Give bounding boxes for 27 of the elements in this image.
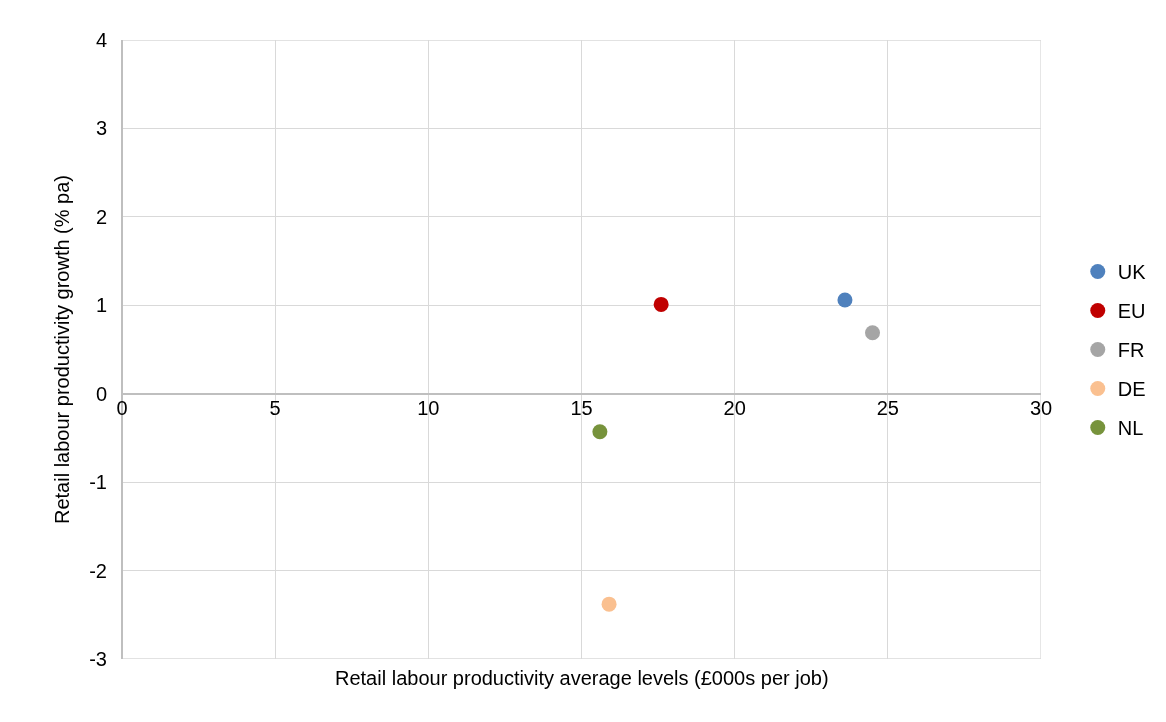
x-tick-label: 30 <box>1029 396 1053 419</box>
x-axis-title: Retail labour productivity average levels (£000s per job) <box>335 667 829 689</box>
x-tick-label: 10 <box>417 396 440 419</box>
point <box>865 325 881 341</box>
y-tick-label: 2 <box>95 205 107 228</box>
point <box>592 424 608 440</box>
y-tick-label: 4 <box>95 29 107 51</box>
legend-label: NL <box>1117 417 1144 440</box>
point <box>601 596 617 612</box>
legend-label: FR <box>1117 339 1145 362</box>
x-tick-label: 15 <box>570 396 593 419</box>
y-tick-label: 0 <box>95 382 107 405</box>
y-tick-label: 1 <box>95 294 107 317</box>
y-axis-title: Retail labour productivity growth (% pa) <box>50 174 73 525</box>
legend-label: EU <box>1117 300 1146 323</box>
point <box>653 296 669 312</box>
y-tick-label: 3 <box>95 117 107 140</box>
point <box>837 292 853 308</box>
y-tick-label: -2 <box>89 559 107 582</box>
x-tick-label: 25 <box>876 396 899 419</box>
x-tick-label: 20 <box>723 396 746 419</box>
legend-label: UK <box>1117 261 1147 284</box>
x-tick-label: 0 <box>116 396 128 419</box>
x-tick-label: 5 <box>269 396 281 419</box>
legend-label: DE <box>1117 378 1146 401</box>
y-tick-label: -1 <box>89 471 107 494</box>
y-tick-label: -3 <box>89 648 107 670</box>
